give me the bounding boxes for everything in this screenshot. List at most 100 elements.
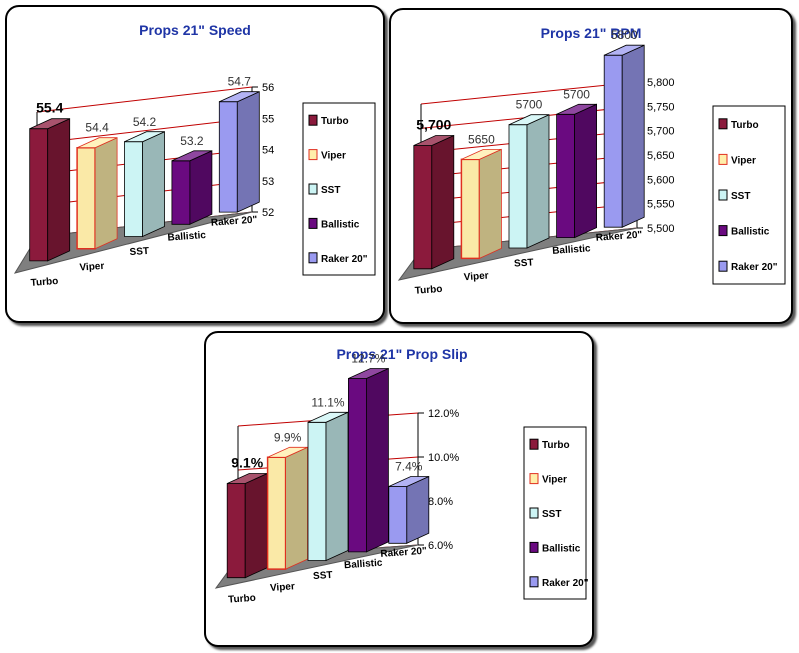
x-tick-label: SST <box>514 257 534 269</box>
data-label: 7.4% <box>395 460 423 474</box>
x-tick-label: Viper <box>463 271 489 284</box>
bar-front-5 <box>218 101 238 213</box>
rpm-chart-panel: Props 21" RPM 5,500 5,550 5,600 5,650 5,700 5,… <box>389 8 793 324</box>
x-tick-label: Raker 20" <box>211 214 258 228</box>
legend-swatch <box>718 225 728 237</box>
bar-side-5 <box>406 475 430 544</box>
legend-swatch <box>718 153 728 165</box>
legend-label: Raker 20" <box>321 254 368 265</box>
y-tick-label: 8.0% <box>428 496 453 508</box>
y-tick-label: 10.0% <box>428 452 459 464</box>
y-tick-label: 6.0% <box>428 540 453 552</box>
x-tick-label: Viper <box>270 581 296 594</box>
data-label: 11.1% <box>311 395 344 409</box>
bar-top-2 <box>76 137 118 149</box>
chart-title: Props 21" Prop Slip <box>336 346 467 362</box>
bar-front-5 <box>603 54 623 228</box>
data-label: 5,700 <box>416 116 451 132</box>
legend-label: SST <box>542 509 561 520</box>
legend-swatch <box>308 149 318 161</box>
bar-side-1 <box>47 118 71 262</box>
y-tick-label: 5,550 <box>647 199 675 211</box>
bar-top-3 <box>508 114 550 126</box>
data-label: 5650 <box>468 132 495 146</box>
data-label: 5700 <box>563 87 590 101</box>
legend-swatch <box>308 114 318 126</box>
y-tick-label: 55 <box>262 113 274 125</box>
legend-label: SST <box>731 191 750 202</box>
y-tick-label: 5,500 <box>647 223 675 235</box>
bar-side-4 <box>189 150 213 225</box>
bar-top-5 <box>604 44 645 56</box>
y-tick-label: 54 <box>262 145 274 157</box>
bar-top-5 <box>219 91 260 103</box>
y-tick-label: 5,650 <box>647 150 675 162</box>
bar-side-1 <box>431 134 455 270</box>
y-tick-label: 5,800 <box>647 77 675 89</box>
bar-side-2 <box>285 446 308 570</box>
y-tick-label: 12.0% <box>428 408 459 420</box>
data-label: 5800 <box>611 28 638 42</box>
bar-top-4 <box>348 368 389 379</box>
bar-side-5 <box>621 44 645 228</box>
bar-side-3 <box>526 114 550 249</box>
data-label: 5700 <box>516 98 543 112</box>
bar-front-2 <box>76 146 96 250</box>
y-tick-label: 5,750 <box>647 101 675 113</box>
data-label: 12.7% <box>351 352 385 366</box>
data-label: 53.2 <box>180 134 204 148</box>
data-label: 54.7 <box>228 75 252 89</box>
bar-front-1 <box>413 145 433 270</box>
x-tick-label: Raker 20" <box>380 546 427 560</box>
bar-top-1 <box>29 118 70 130</box>
legend-label: Turbo <box>731 120 759 131</box>
bar-front-4 <box>347 378 367 553</box>
rpm-chart: Props 21" RPM 5,500 5,550 5,600 5,650 5,700 5,… <box>397 25 786 297</box>
x-tick-label: Viper <box>79 261 105 274</box>
bar-top-4 <box>171 150 213 162</box>
legend-swatch <box>529 438 539 450</box>
data-label: 9.9% <box>274 430 302 444</box>
bar-front-1 <box>29 128 49 262</box>
x-tick-label: Turbo <box>414 284 442 297</box>
legend-swatch <box>308 217 318 229</box>
x-tick-label: Ballistic <box>167 230 206 244</box>
legend-swatch <box>718 260 728 272</box>
bar-top-4 <box>556 103 597 115</box>
bar-front-4 <box>556 113 576 239</box>
legend-label: Ballistic <box>542 543 581 554</box>
data-label: 9.1% <box>231 455 263 471</box>
bar-top-3 <box>124 131 165 143</box>
bar-front-3 <box>307 421 327 561</box>
legend-swatch <box>529 576 539 588</box>
gridline <box>36 86 253 113</box>
bar-side-2 <box>94 137 118 250</box>
legend-label: Raker 20" <box>542 578 589 589</box>
y-tick-label: 53 <box>262 176 274 188</box>
bar-front-3 <box>508 124 528 249</box>
legend-label: Turbo <box>321 116 349 127</box>
bar-top-5 <box>388 476 429 487</box>
chart-title: Props 21" RPM <box>541 25 642 41</box>
legend-label: Viper <box>321 151 346 162</box>
legend-label: Viper <box>542 475 567 486</box>
x-tick-label: SST <box>129 246 149 258</box>
x-tick-label: Ballistic <box>552 243 591 257</box>
speed-chart-panel: Props 21" Speed5253545556Speed55.4Turbo5… <box>5 5 385 323</box>
legend-swatch <box>529 541 539 553</box>
legend-label: SST <box>321 185 340 196</box>
y-tick-label: 52 <box>262 207 274 219</box>
y-tick-label: 5,600 <box>647 174 675 186</box>
bar-front-1 <box>226 483 246 579</box>
legend-label: Ballistic <box>321 219 360 230</box>
gridline <box>420 81 638 105</box>
x-tick-label: Turbo <box>30 276 58 289</box>
legend-swatch <box>308 252 318 264</box>
bar-side-3 <box>142 131 165 238</box>
bar-top-2 <box>461 148 502 160</box>
legend-label: Ballistic <box>731 227 770 238</box>
x-tick-label: SST <box>313 570 333 582</box>
legend-swatch <box>718 189 728 201</box>
bar-side-5 <box>236 91 260 213</box>
y-tick-label: 56 <box>262 82 274 94</box>
